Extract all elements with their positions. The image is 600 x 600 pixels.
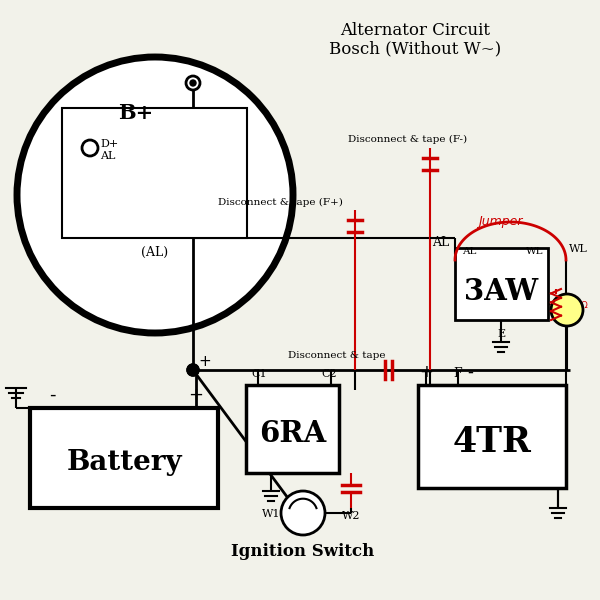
- Text: +: +: [198, 355, 211, 370]
- Circle shape: [190, 80, 196, 86]
- Text: E: E: [497, 329, 505, 339]
- Text: WL: WL: [526, 247, 544, 256]
- Text: -: -: [49, 386, 55, 404]
- Text: +: +: [188, 386, 203, 404]
- Text: AL: AL: [432, 235, 449, 248]
- Text: +: +: [419, 363, 433, 381]
- Circle shape: [82, 140, 98, 156]
- Text: C2: C2: [321, 369, 337, 379]
- Text: Alternator Circuit: Alternator Circuit: [340, 22, 490, 39]
- Text: Jumper: Jumper: [478, 215, 522, 228]
- Text: C1: C1: [251, 369, 266, 379]
- Circle shape: [186, 76, 200, 90]
- Text: W1: W1: [262, 509, 280, 519]
- Circle shape: [187, 364, 199, 376]
- Text: Disconnect & tape (F+): Disconnect & tape (F+): [218, 198, 343, 207]
- Text: F: F: [454, 367, 463, 380]
- Text: Disconnect & tape: Disconnect & tape: [288, 351, 386, 360]
- Text: AL: AL: [100, 151, 115, 161]
- Circle shape: [281, 491, 325, 535]
- Circle shape: [17, 57, 293, 333]
- Text: AL: AL: [462, 247, 476, 256]
- Text: Battery: Battery: [66, 449, 182, 476]
- Bar: [455, 248, 548, 320]
- Circle shape: [187, 364, 199, 376]
- Text: 330 $\Omega$: 330 $\Omega$: [560, 298, 589, 310]
- Bar: [30, 408, 218, 508]
- Text: -: -: [467, 363, 473, 381]
- Text: 3AW: 3AW: [464, 277, 539, 307]
- Text: (AL): (AL): [142, 245, 169, 259]
- Text: W2: W2: [342, 511, 360, 521]
- Circle shape: [551, 294, 583, 326]
- Bar: [246, 385, 339, 473]
- Bar: [418, 385, 566, 488]
- Text: 6RA: 6RA: [259, 419, 326, 449]
- Text: Ignition Switch: Ignition Switch: [232, 543, 374, 560]
- Text: WL: WL: [569, 244, 588, 254]
- Text: Bosch (Without W~): Bosch (Without W~): [329, 40, 501, 57]
- Text: Disconnect & tape (F-): Disconnect & tape (F-): [348, 135, 467, 144]
- Text: B+: B+: [118, 103, 153, 123]
- Text: D+: D+: [100, 139, 118, 149]
- Text: 4TR: 4TR: [452, 425, 532, 458]
- Bar: [62, 108, 247, 238]
